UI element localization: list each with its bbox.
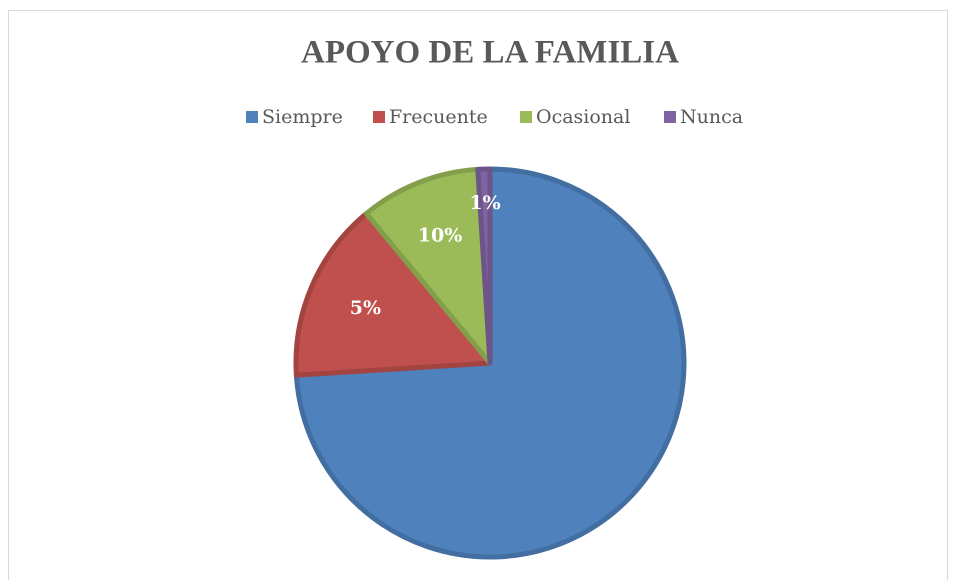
legend-label: Nunca bbox=[680, 106, 743, 128]
legend-label: Ocasional bbox=[536, 106, 630, 128]
legend-swatch bbox=[246, 111, 258, 123]
pie-slice bbox=[293, 211, 493, 378]
legend-label: Frecuente bbox=[389, 106, 488, 128]
pie-slice bbox=[475, 166, 493, 366]
data-label: 10% bbox=[418, 225, 463, 247]
chart-title: APOYO DE LA FAMILIA bbox=[301, 35, 679, 71]
legend-swatch bbox=[664, 111, 676, 123]
data-label: 1% bbox=[469, 192, 500, 214]
pie-slice bbox=[363, 166, 493, 366]
legend-label: Siempre bbox=[262, 106, 343, 128]
legend-swatch bbox=[373, 111, 385, 123]
data-label: 5% bbox=[350, 297, 381, 319]
legend-swatch bbox=[520, 111, 532, 123]
